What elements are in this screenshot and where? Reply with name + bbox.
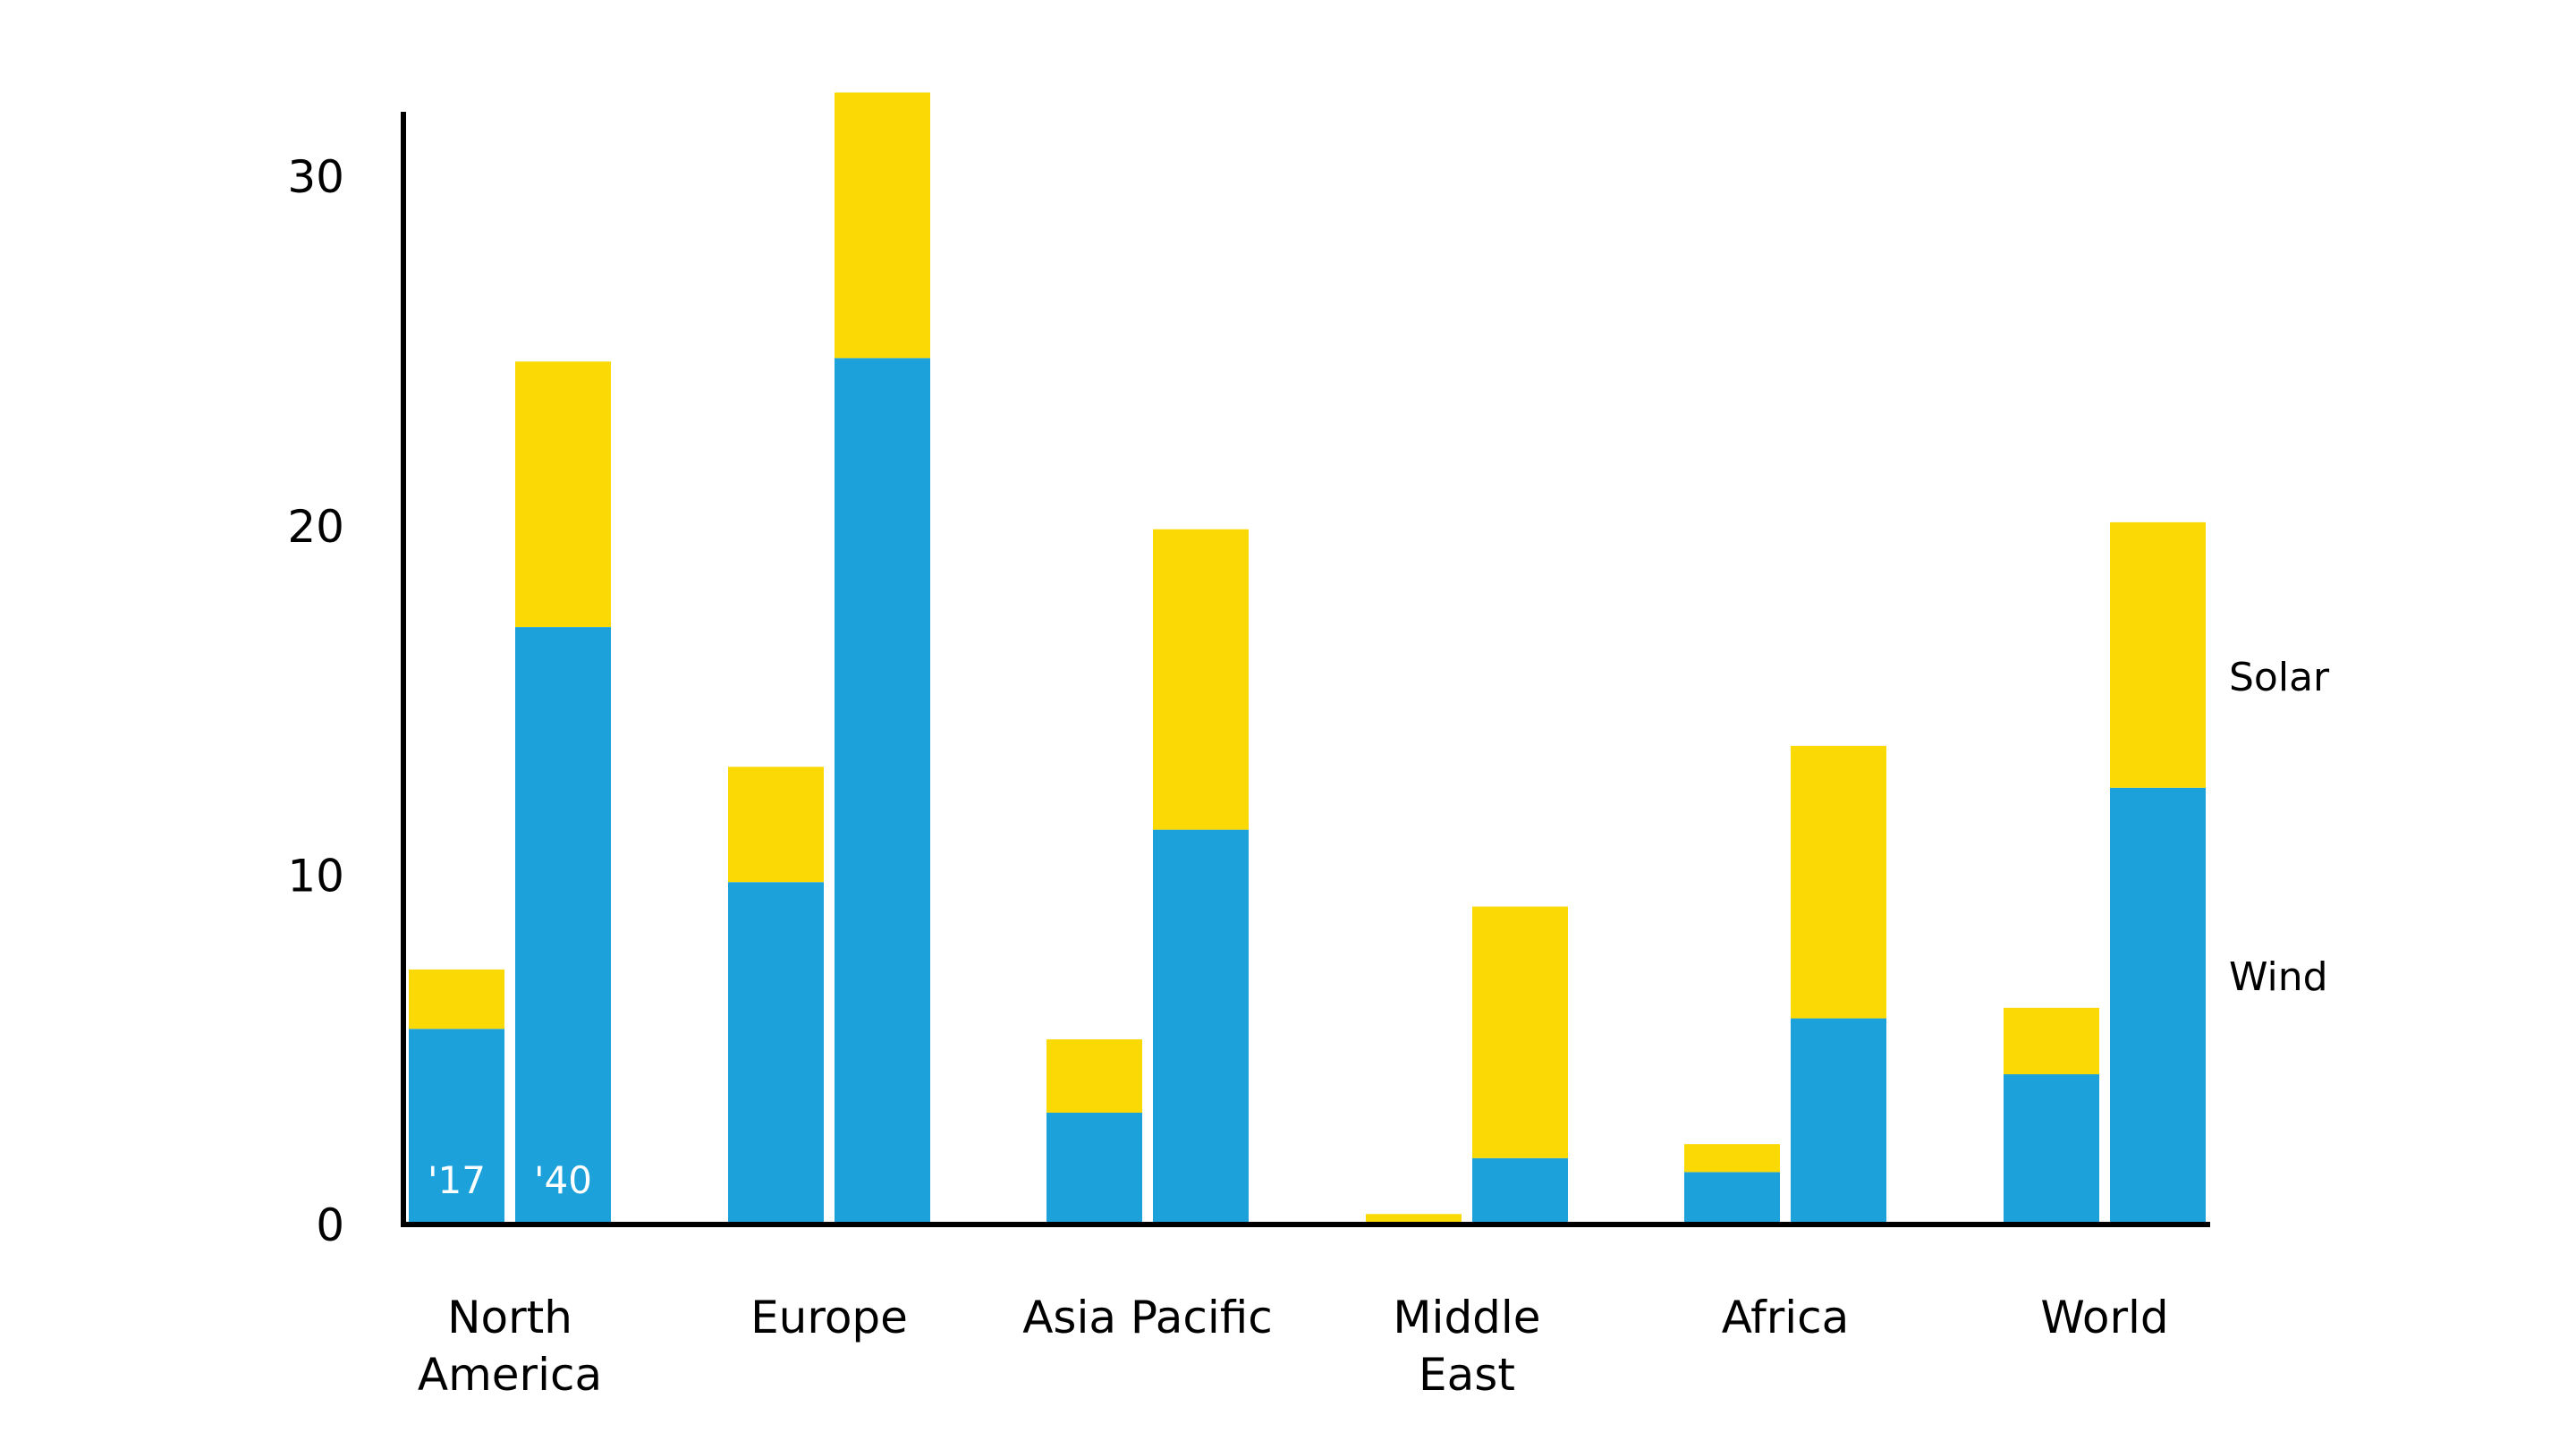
- bar-wind-africa-2040: [1791, 1018, 1886, 1224]
- legend: Solar Wind: [2229, 655, 2330, 1000]
- bar-solar-europe-2017: [728, 767, 824, 883]
- bar-solar-world-2017: [2004, 1007, 2099, 1075]
- bar-solar-africa-2017: [1684, 1144, 1780, 1173]
- bar-solar-north-america-2040: [515, 361, 611, 628]
- bar-wind-asia-pacific-2017: [1046, 1113, 1142, 1224]
- bar-solar-north-america-2017: [409, 969, 504, 1030]
- bar-solar-world-2040: [2110, 521, 2206, 788]
- bar-wind-asia-pacific-2040: [1153, 829, 1249, 1224]
- bar-wind-north-america-2017: [409, 1029, 504, 1224]
- bar-solar-africa-2040: [1791, 745, 1886, 1019]
- bar-wind-africa-2017: [1684, 1172, 1780, 1224]
- bar-wind-world-2040: [2110, 787, 2206, 1224]
- category-label-north-america-line1: North: [447, 1292, 572, 1343]
- category-label-middle-east-line1: Middle: [1393, 1292, 1540, 1343]
- legend-label-wind: Wind: [2229, 954, 2328, 1000]
- bars-layer: [409, 92, 2206, 1224]
- category-label-africa: Africa: [1722, 1292, 1850, 1343]
- bar-wind-middle-east-2040: [1472, 1157, 1568, 1224]
- bar-wind-europe-2040: [835, 358, 930, 1224]
- bar-year-label-2017: '17: [428, 1158, 486, 1202]
- category-label-world: World: [2040, 1292, 2168, 1343]
- category-labels: North America Europe Asia Pacific Middle East…: [418, 1292, 2169, 1401]
- bar-wind-north-america-2040: [515, 627, 611, 1224]
- category-label-north-america-line2: America: [418, 1349, 602, 1401]
- bar-solar-middle-east-2040: [1472, 906, 1568, 1158]
- legend-label-solar: Solar: [2229, 655, 2330, 700]
- y-tick-label-20: 20: [287, 501, 344, 553]
- bar-solar-asia-pacific-2017: [1046, 1038, 1142, 1114]
- category-label-europe: Europe: [750, 1292, 908, 1343]
- bar-solar-middle-east-2017: [1366, 1214, 1462, 1224]
- y-tick-label-10: 10: [287, 850, 344, 902]
- bar-year-labels: '17 '40: [428, 1158, 592, 1202]
- bar-solar-europe-2040: [835, 92, 930, 359]
- bar-year-label-2040: '40: [534, 1158, 592, 1202]
- category-label-asia-pacific: Asia Pacific: [1022, 1292, 1273, 1343]
- y-tick-label-0: 0: [316, 1199, 344, 1251]
- category-label-middle-east-line2: East: [1419, 1349, 1515, 1401]
- y-tick-label-30: 30: [287, 151, 344, 203]
- y-tick-labels: 0 10 20 30: [287, 151, 344, 1251]
- bar-solar-asia-pacific-2040: [1153, 529, 1249, 830]
- bar-wind-europe-2017: [728, 882, 824, 1224]
- bar-wind-world-2017: [2004, 1074, 2099, 1224]
